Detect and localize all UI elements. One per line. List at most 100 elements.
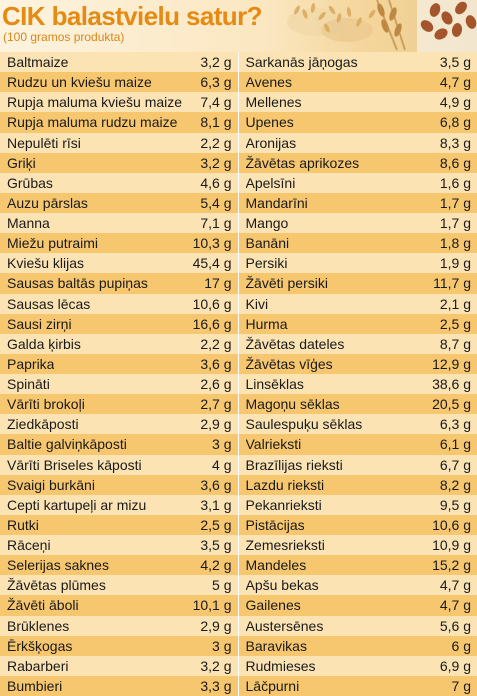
table-row: Magoņu sēklas 20,5 g — [238, 394, 477, 415]
fiber-value: 3,6 g — [200, 476, 232, 493]
food-name: Žāvētas vīģes — [245, 355, 333, 372]
food-name: Pistācijas — [245, 516, 305, 533]
food-name: Manna — [7, 215, 50, 232]
table-row: Auzu pārslas 5,4 g — [0, 192, 238, 213]
fiber-value: 1,7 g — [439, 194, 471, 211]
fiber-value: 6,3 g — [200, 74, 232, 91]
fiber-value: 9,5 g — [439, 496, 471, 513]
food-name: Žāvētas dateles — [245, 335, 345, 352]
food-name: Zemesrieksti — [245, 537, 325, 554]
fiber-value: 2,7 g — [200, 396, 232, 413]
food-name: Rupja maluma kviešu maize — [7, 94, 183, 111]
fiber-value: 4,7 g — [439, 597, 471, 614]
table-row: Apelsīni 1,6 g — [238, 172, 477, 193]
table-row: Grūbas 4,6 g — [0, 172, 238, 193]
food-name: Sausi zirņi — [7, 315, 72, 332]
fiber-value: 3,1 g — [200, 496, 232, 513]
table-row: Žāvētas aprikozes 8,6 g — [238, 152, 477, 173]
food-name: Austersēnes — [245, 617, 324, 634]
fiber-value: 3,5 g — [439, 54, 471, 71]
food-name: Galda ķirbis — [7, 335, 81, 352]
food-name: Nepulēti rīsi — [7, 134, 81, 151]
food-name: Aronijas — [245, 134, 297, 151]
table-row: Baravikas 6 g — [238, 635, 477, 656]
table-row: Aronijas 8,3 g — [238, 132, 477, 153]
table-row: Miežu putraimi 10,3 g — [0, 233, 238, 254]
table-row: Žāvētas plūmes 5 g — [0, 575, 238, 596]
table-row: Cepti kartupeļi ar mizu 3,1 g — [0, 494, 238, 515]
fiber-value: 8,2 g — [439, 476, 471, 493]
food-name: Persiki — [245, 255, 288, 272]
fiber-value: 1,6 g — [439, 174, 471, 191]
left-column: Baltmaize 3,2 g Rudzu un kviešu maize 6,3 g… — [0, 52, 238, 696]
food-name: Miežu putraimi — [7, 235, 99, 252]
food-name: Sausas lēcas — [7, 295, 91, 312]
right-column: Sarkanās jāņogas 3,5 g Avenes 4,7 g Mellenes… — [237, 52, 477, 696]
table-row: Bumbieri 3,3 g — [0, 675, 238, 696]
fiber-value: 2,2 g — [200, 134, 232, 151]
fiber-value: 3 g — [212, 436, 232, 453]
table-row: Zemesrieksti 10,9 g — [238, 535, 477, 556]
fiber-value: 1,8 g — [439, 235, 471, 252]
fiber-value: 7,4 g — [200, 94, 232, 111]
table-row: Valrieksti 6,1 g — [238, 434, 477, 455]
food-name: Mandarīni — [245, 194, 308, 211]
food-name: Lāčpurni — [245, 677, 300, 694]
food-name: Baravikas — [245, 637, 307, 654]
food-name: Avenes — [245, 74, 292, 91]
food-name: Auzu pārslas — [7, 194, 88, 211]
food-name: Ziedkāposti — [7, 416, 79, 433]
food-name: Saulespuķu sēklas — [245, 416, 363, 433]
fiber-value: 8,3 g — [439, 134, 471, 151]
food-name: Hurma — [245, 315, 288, 332]
table-row: Upenes 6,8 g — [238, 112, 477, 133]
table-row: Hurma 2,5 g — [238, 313, 477, 334]
table-row: Žāvēti persiki 11,7 g — [238, 273, 477, 294]
food-name: Rupja maluma rudzu maize — [7, 114, 178, 131]
food-name: Vārīti Briseles kāposti — [7, 456, 142, 473]
fiber-value: 17 g — [204, 275, 232, 292]
table-row: Vārīti Briseles kāposti 4 g — [0, 454, 238, 475]
food-name: Rāceņi — [7, 537, 51, 554]
fiber-value: 8,1 g — [200, 114, 232, 131]
fiber-value: 2,9 g — [200, 617, 232, 634]
fiber-value: 38,6 g — [432, 376, 471, 393]
fiber-value: 6,7 g — [439, 456, 471, 473]
food-name: Brūklenes — [7, 617, 70, 634]
fiber-value: 15,2 g — [432, 557, 471, 574]
food-name: Vārīti brokoļi — [7, 396, 85, 413]
table-row: Rutki 2,5 g — [0, 514, 238, 535]
fiber-value: 6 g — [451, 637, 471, 654]
fiber-value: 3 g — [212, 637, 232, 654]
fiber-value: 3,2 g — [200, 154, 232, 171]
page-subtitle: (100 gramos produkta) — [3, 30, 125, 44]
table-row: Sausas baltās pupiņas 17 g — [0, 273, 238, 294]
table-row: Paprika 3,6 g — [0, 353, 238, 374]
table-row: Brazīlijas rieksti 6,7 g — [238, 454, 477, 475]
food-name: Baltie galviņkāposti — [7, 436, 127, 453]
header: CIK balastvielu satur? (100 gramos produ… — [0, 0, 477, 52]
fiber-value: 10,6 g — [432, 516, 471, 533]
fiber-value: 2,6 g — [200, 376, 232, 393]
table-row: Svaigi burkāni 3,6 g — [0, 474, 238, 495]
table-row: Selerijas saknes 4,2 g — [0, 555, 238, 576]
table-row: Ziedkāposti 2,9 g — [0, 414, 238, 435]
table-row: Rupja maluma rudzu maize 8,1 g — [0, 112, 238, 133]
food-name: Kivi — [245, 295, 269, 312]
table-row: Lāčpurni 7 g — [238, 675, 477, 696]
food-name: Sausas baltās pupiņas — [7, 275, 148, 292]
table-row: Manna 7,1 g — [0, 213, 238, 234]
fiber-table: Baltmaize 3,2 g Rudzu un kviešu maize 6,3 g… — [0, 52, 477, 696]
table-row: Griķi 3,2 g — [0, 152, 238, 173]
table-row: Persiki 1,9 g — [238, 253, 477, 274]
table-row: Žāvētas dateles 8,7 g — [238, 333, 477, 354]
table-row: Mandeles 15,2 g — [238, 555, 477, 576]
table-row: Vārīti brokoļi 2,7 g — [0, 394, 238, 415]
food-name: Rudzu un kviešu maize — [7, 74, 152, 91]
fiber-value: 6,3 g — [439, 416, 471, 433]
table-row: Pistācijas 10,6 g — [238, 514, 477, 535]
table-row: Sarkanās jāņogas 3,5 g — [238, 52, 477, 73]
table-row: Austersēnes 5,6 g — [238, 615, 477, 636]
table-row: Rudzu un kviešu maize 6,3 g — [0, 72, 238, 93]
fiber-value: 2,5 g — [439, 315, 471, 332]
